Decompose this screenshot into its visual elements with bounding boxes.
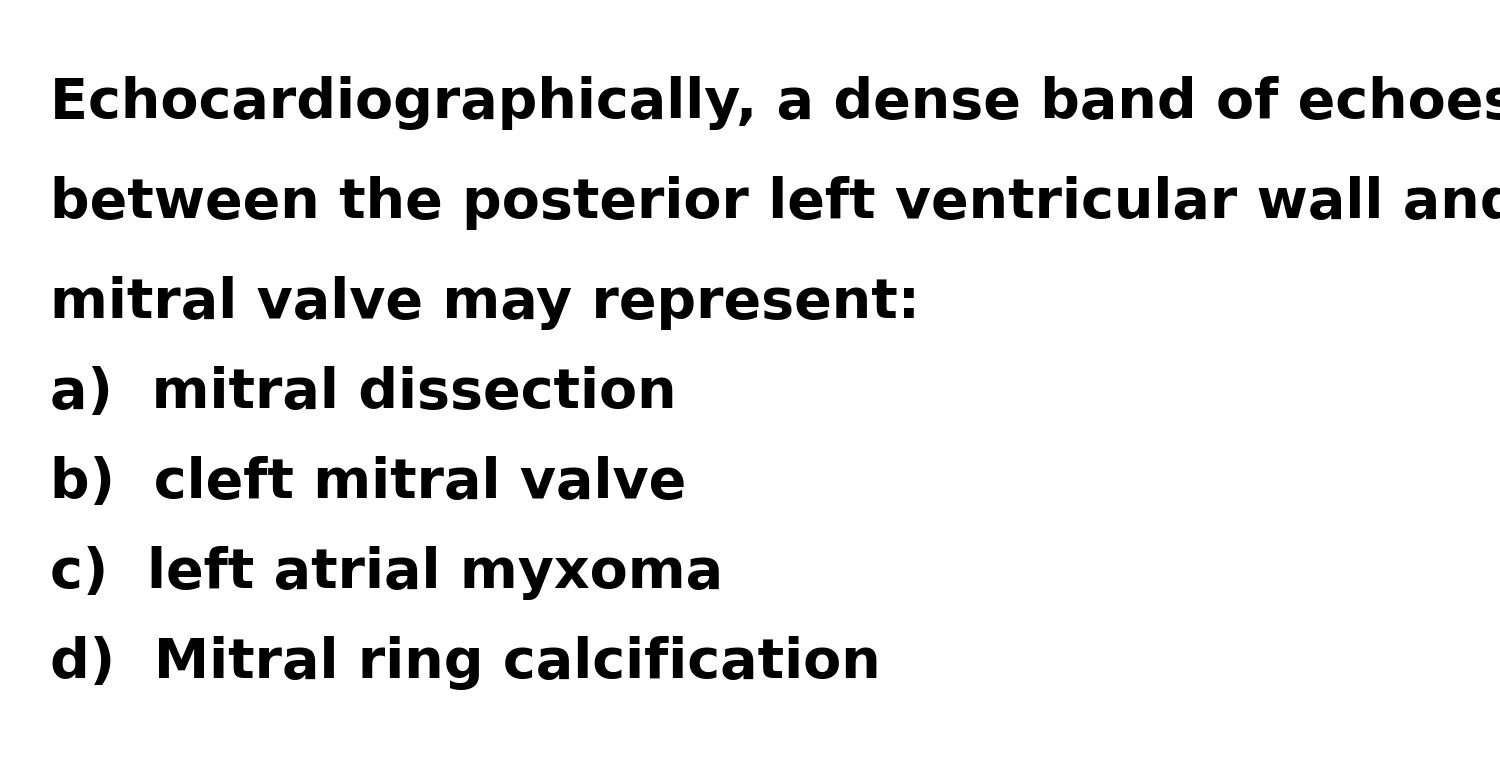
Text: d)  Mitral ring calcification: d) Mitral ring calcification: [50, 636, 880, 690]
Text: a)  mitral dissection: a) mitral dissection: [50, 366, 677, 420]
Text: c)  left atrial myxoma: c) left atrial myxoma: [50, 546, 723, 600]
Text: b)  cleft mitral valve: b) cleft mitral valve: [50, 456, 686, 510]
Text: Echocardiographically, a dense band of echoes: Echocardiographically, a dense band of e…: [50, 76, 1500, 130]
Text: between the posterior left ventricular wall and the: between the posterior left ventricular w…: [50, 176, 1500, 230]
Text: mitral valve may represent:: mitral valve may represent:: [50, 276, 919, 330]
